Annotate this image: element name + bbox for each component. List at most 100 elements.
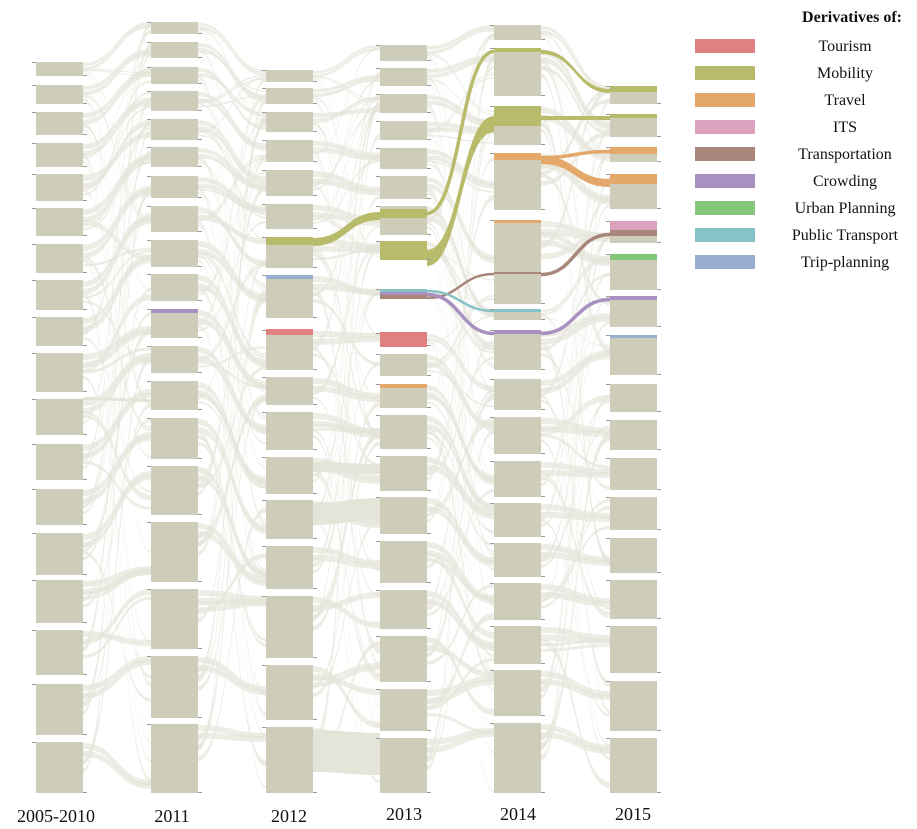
derivative-segment: [380, 241, 427, 260]
flow-band: [198, 275, 266, 365]
cluster-block: [610, 626, 657, 673]
flow-band: [198, 92, 266, 148]
flow-band: [541, 353, 610, 490]
flow-band: [313, 336, 380, 345]
flow-band: [198, 474, 266, 579]
flow-band: [198, 118, 266, 680]
flow-band: [427, 25, 494, 50]
flow-band: [313, 441, 380, 690]
flow-band: [198, 148, 266, 188]
cluster-block: [610, 114, 657, 137]
derivative-segment: [380, 384, 427, 388]
flow-band: [198, 296, 266, 749]
derivative-segment: [380, 332, 427, 347]
flow-band: [83, 189, 151, 259]
flow-band: [541, 315, 610, 471]
flow-band: [83, 91, 151, 191]
flow-band: [427, 731, 494, 753]
year-axis: 2005-2010 2011 2012 2013 2014 2015: [17, 804, 651, 826]
flow-band: [427, 102, 494, 604]
flow-band: [427, 65, 494, 518]
derivative-segment: [610, 147, 657, 154]
flow-band: [198, 155, 266, 400]
flow-band: [198, 259, 266, 623]
flow-band: [313, 666, 380, 728]
flow-band: [313, 472, 380, 681]
flow-band: [427, 298, 494, 344]
flow-band: [83, 215, 151, 287]
flow-band: [198, 77, 266, 526]
flow-band: [427, 33, 494, 481]
flow-band: [198, 282, 266, 368]
flow-band: [198, 43, 266, 99]
flow-band: [427, 149, 494, 186]
flow-band: [427, 242, 494, 348]
flow-band: [198, 657, 266, 692]
flow-band: [427, 549, 494, 604]
derivative-segment: [380, 209, 427, 218]
cluster-block: [266, 170, 313, 196]
flow-band: [83, 185, 151, 700]
flow-band: [198, 553, 266, 615]
flow-band: [541, 128, 610, 518]
derivative-segment: [380, 292, 427, 295]
cluster-block: [380, 456, 427, 491]
flow-band: [83, 72, 151, 291]
flow-band: [83, 294, 151, 784]
flow-band: [313, 244, 380, 394]
flow-band: [427, 95, 494, 125]
legend-item-label: Tourism: [818, 38, 872, 55]
flow-band: [198, 120, 266, 548]
cluster-block: [36, 684, 83, 735]
derivative-segment: [610, 114, 657, 118]
derivative-segment: [494, 309, 541, 312]
flow-band: [541, 551, 610, 566]
flow-band: [83, 596, 151, 659]
flow-band: [427, 58, 494, 79]
flow-band: [541, 394, 610, 432]
flow-band: [198, 221, 266, 789]
flow-band: [83, 29, 151, 336]
flow-band: [83, 123, 151, 332]
flow-band: [427, 613, 494, 705]
cluster-block: [610, 738, 657, 793]
flow-band: [427, 78, 494, 125]
derivative-flow: [540, 149, 611, 160]
cluster-block: [380, 497, 427, 534]
derivative-flow: [540, 297, 611, 336]
flow-band: [541, 149, 610, 751]
cluster-block: [36, 143, 83, 167]
flow-band: [313, 47, 380, 155]
derivative-segment: [610, 254, 657, 260]
cluster-block: [494, 153, 541, 210]
derivative-segment: [494, 48, 541, 52]
flow-band: [313, 347, 380, 572]
flow-band: [198, 188, 266, 212]
flow-band: [313, 78, 380, 98]
flow-band: [541, 198, 610, 397]
flow-band-wide: [313, 730, 380, 775]
flow-band: [198, 153, 266, 191]
cluster-block: [151, 176, 198, 198]
flow-band: [541, 511, 610, 522]
flow-band: [541, 154, 610, 201]
flow-band: [83, 161, 151, 231]
flow-band: [83, 97, 151, 773]
flow-band: [83, 22, 151, 715]
flow-band: [198, 397, 266, 545]
cluster-block: [36, 244, 83, 273]
flow-band: [83, 150, 151, 504]
flow-band: [83, 568, 151, 596]
flow-band: [198, 394, 266, 539]
flow-band: [427, 498, 494, 563]
flow-band: [313, 547, 380, 566]
flow-band: [313, 110, 380, 184]
flow-band: [198, 259, 266, 737]
cluster-block: [36, 62, 83, 76]
flow-band: [313, 241, 380, 392]
cluster-block: [494, 543, 541, 577]
derivative-flow: [541, 156, 610, 187]
flow-band: [427, 214, 494, 315]
flow-band: [427, 226, 494, 571]
flow-band: [83, 460, 151, 510]
